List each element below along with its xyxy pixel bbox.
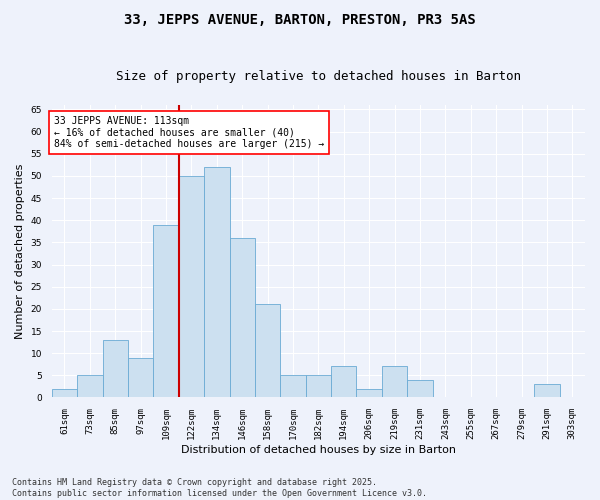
Bar: [382, 366, 407, 398]
Bar: [103, 340, 128, 398]
Bar: [179, 176, 204, 398]
Bar: [280, 376, 305, 398]
Bar: [77, 376, 103, 398]
Bar: [52, 388, 77, 398]
Bar: [356, 388, 382, 398]
Bar: [331, 366, 356, 398]
Bar: [204, 167, 230, 398]
Bar: [230, 238, 255, 398]
Text: 33, JEPPS AVENUE, BARTON, PRESTON, PR3 5AS: 33, JEPPS AVENUE, BARTON, PRESTON, PR3 5…: [124, 12, 476, 26]
Text: Contains HM Land Registry data © Crown copyright and database right 2025.
Contai: Contains HM Land Registry data © Crown c…: [12, 478, 427, 498]
Y-axis label: Number of detached properties: Number of detached properties: [15, 164, 25, 339]
Bar: [407, 380, 433, 398]
Bar: [305, 376, 331, 398]
Bar: [255, 304, 280, 398]
Bar: [534, 384, 560, 398]
Text: 33 JEPPS AVENUE: 113sqm
← 16% of detached houses are smaller (40)
84% of semi-de: 33 JEPPS AVENUE: 113sqm ← 16% of detache…: [55, 116, 325, 150]
Bar: [128, 358, 154, 398]
Title: Size of property relative to detached houses in Barton: Size of property relative to detached ho…: [116, 70, 521, 83]
X-axis label: Distribution of detached houses by size in Barton: Distribution of detached houses by size …: [181, 445, 456, 455]
Bar: [154, 224, 179, 398]
